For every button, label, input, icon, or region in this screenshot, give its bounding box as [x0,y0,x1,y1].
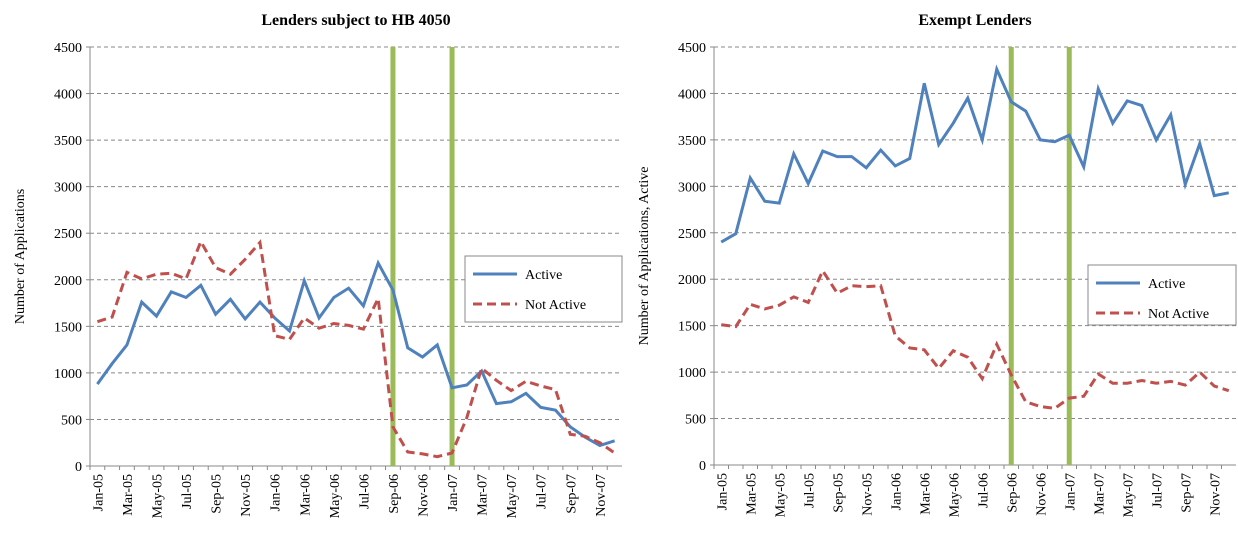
x-tick-label: Sep-05 [210,474,225,514]
legend-box [464,255,623,323]
x-tick-label: Sep-06 [1005,473,1020,513]
y-tick-label: 0 [699,459,706,474]
x-tick-label: Nov-07 [1208,473,1223,516]
y-tick-label: 4500 [54,41,82,56]
chart-title: Exempt Lenders [918,12,1031,29]
x-tick-label: May-06 [328,474,343,518]
x-tick-label: Sep-07 [564,474,579,514]
legend-label: Active [525,268,562,283]
chart-title: Lenders subject to HB 4050 [261,12,450,29]
x-tick-label: Sep-05 [831,473,846,513]
line-series [720,64,1230,244]
y-tick-label: 3000 [54,181,82,196]
legend-label: Not Active [525,298,586,313]
x-tick-label: Nov-06 [1034,473,1049,516]
x-tick-label: Jul-07 [535,474,550,509]
x-tick-label: Jan-05 [715,473,730,510]
line-series [721,267,1230,410]
y-tick-label: 1500 [54,320,82,335]
x-tick-label: Jan-05 [91,474,106,511]
y-tick-label: 0 [75,460,82,475]
legend-label: Not Active [1148,307,1209,322]
x-tick-label: Mar-05 [121,474,136,516]
y-tick-label: 3500 [54,134,82,149]
y-tick-label: 3000 [678,180,706,195]
y-tick-label: 1000 [54,367,82,382]
x-tick-label: Sep-06 [387,474,402,514]
y-axis-label: Number of Applications, Active [637,167,652,346]
x-tick-label: Jan-07 [1063,473,1078,510]
x-tick-label: Nov-05 [860,473,875,516]
y-axis-label: Number of Applications [13,189,28,324]
y-tick-label: 2000 [54,274,82,289]
legend-box [1087,264,1237,326]
legend-label: Active [1148,277,1185,292]
y-tick-label: 1000 [678,366,706,381]
x-tick-label: May-05 [151,474,166,518]
x-tick-label: Jul-06 [357,474,372,509]
y-tick-label: 4000 [54,88,82,103]
x-tick-label: May-07 [1121,473,1136,517]
x-tick-label: Mar-05 [744,473,759,515]
y-tick-label: 4000 [678,87,706,102]
x-tick-label: Mar-06 [918,473,933,515]
x-tick-label: Jan-07 [446,474,461,511]
y-tick-label: 2500 [678,227,706,242]
y-tick-label: 1500 [678,320,706,335]
y-tick-label: 2000 [678,273,706,288]
x-tick-label: Nov-07 [594,474,609,517]
y-tick-label: 2500 [54,227,82,242]
x-tick-label: Mar-07 [476,474,491,516]
x-tick-label: Sep-07 [1179,473,1194,513]
x-tick-label: Jul-05 [180,474,195,509]
x-tick-label: Jul-07 [1150,473,1165,508]
x-tick-label: Mar-07 [1092,473,1107,515]
y-tick-label: 3500 [678,134,706,149]
line-series [96,259,616,448]
x-tick-label: Jan-06 [889,473,904,510]
x-tick-label: Nov-06 [417,474,432,517]
x-tick-label: May-06 [947,473,962,517]
x-tick-label: May-07 [505,474,520,518]
y-tick-label: 500 [685,413,706,428]
y-tick-label: 4500 [678,41,706,56]
x-tick-label: Jul-06 [976,473,991,508]
x-tick-label: Jul-05 [802,473,817,508]
x-tick-label: Jan-06 [269,474,284,511]
x-tick-label: Mar-06 [298,474,313,516]
x-tick-label: May-05 [773,473,788,517]
y-tick-label: 500 [61,413,82,428]
x-tick-label: Nov-05 [239,474,254,517]
